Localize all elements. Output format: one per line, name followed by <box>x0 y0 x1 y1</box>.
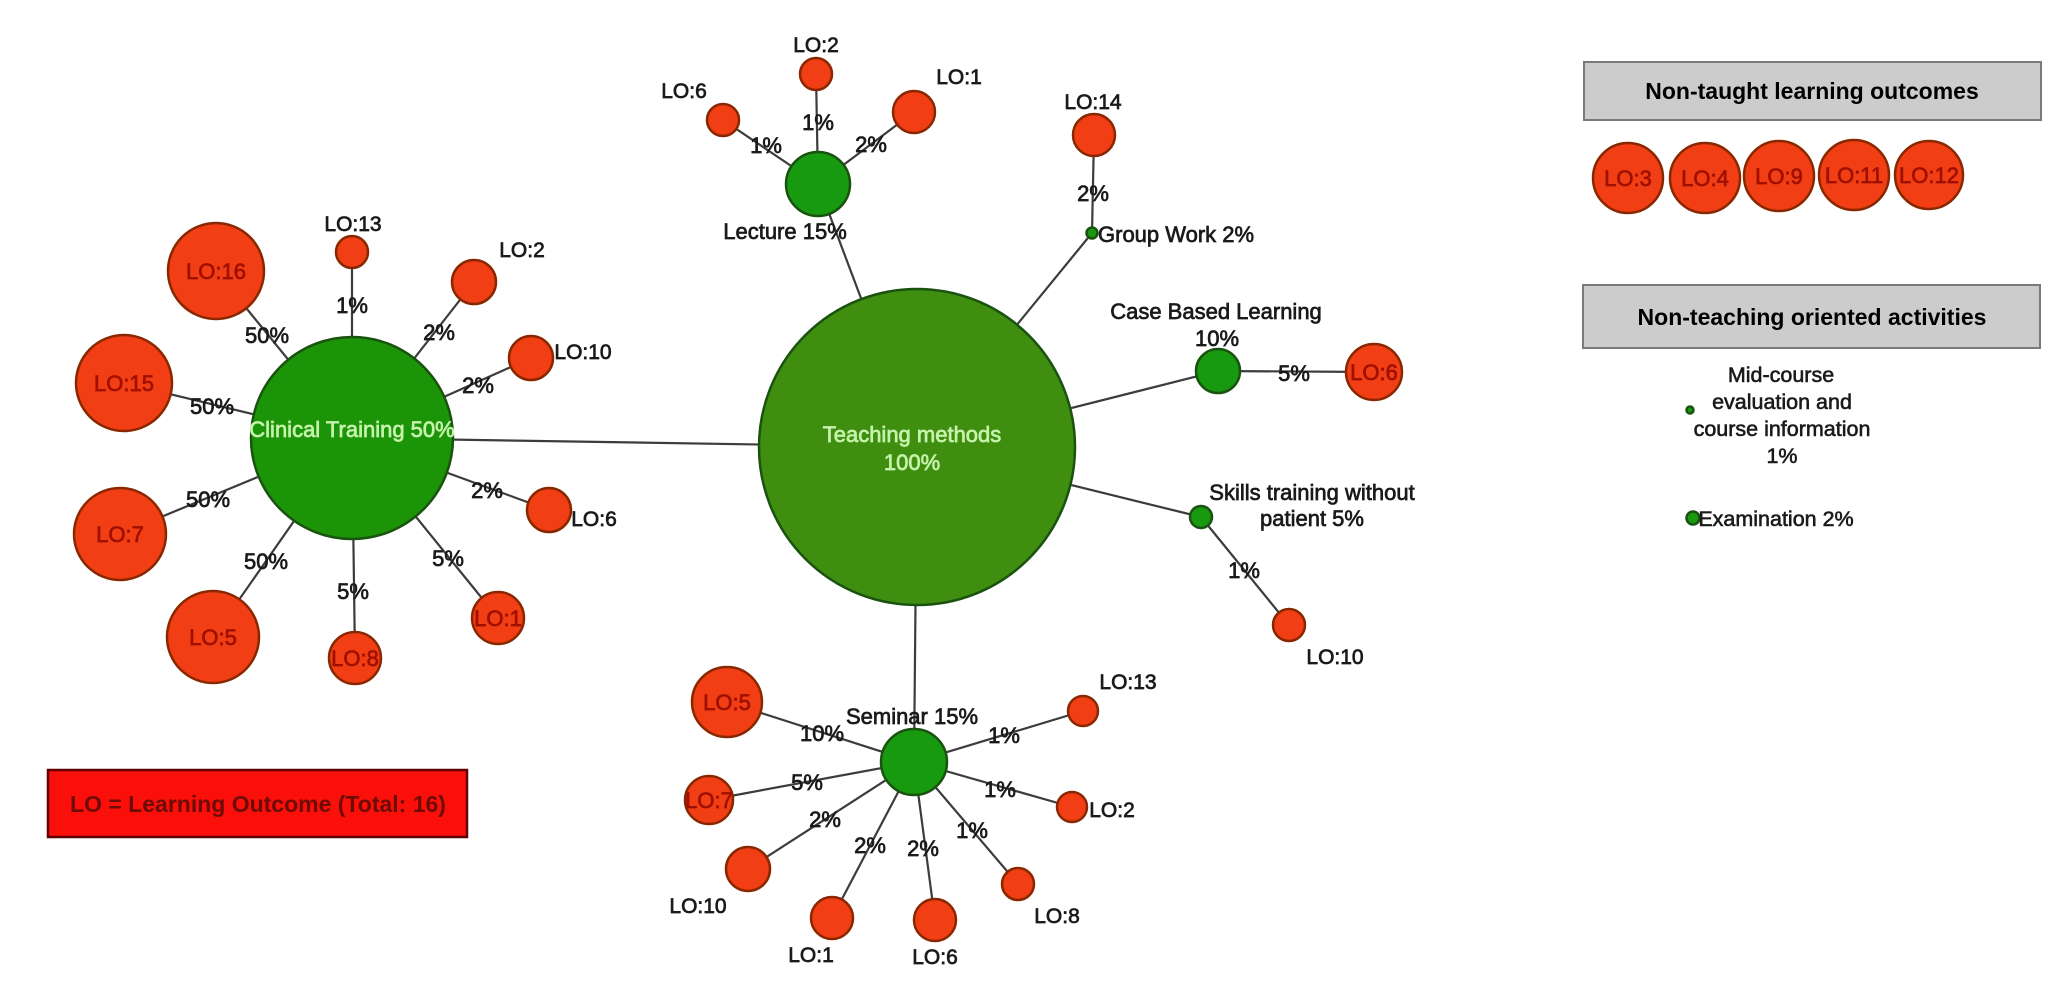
svg-text:LO:15: LO:15 <box>94 371 154 396</box>
svg-text:LO:2: LO:2 <box>499 239 545 262</box>
svg-text:2%: 2% <box>423 320 455 345</box>
svg-text:10%: 10% <box>800 721 844 746</box>
svg-text:5%: 5% <box>337 579 369 604</box>
svg-text:LO:13: LO:13 <box>1099 671 1156 694</box>
svg-text:5%: 5% <box>791 770 823 795</box>
svg-text:10%: 10% <box>1195 326 1239 351</box>
svg-text:LO:10: LO:10 <box>1306 646 1363 669</box>
svg-text:LO:10: LO:10 <box>554 341 611 364</box>
svg-text:Non-taught learning outcomes: Non-taught learning outcomes <box>1645 78 1979 104</box>
svg-text:LO:14: LO:14 <box>1064 91 1122 114</box>
svg-text:Clinical Training 50%: Clinical Training 50% <box>249 417 454 442</box>
svg-text:LO:11: LO:11 <box>1825 163 1883 188</box>
svg-text:LO:1: LO:1 <box>474 606 522 631</box>
svg-text:Seminar 15%: Seminar 15% <box>846 704 978 729</box>
svg-text:2%: 2% <box>809 807 841 832</box>
svg-text:1%: 1% <box>1228 558 1260 583</box>
svg-text:5%: 5% <box>1278 361 1310 386</box>
svg-text:Non-teaching oriented activiti: Non-teaching oriented activities <box>1638 304 1987 330</box>
svg-text:Mid-course: Mid-course <box>1728 363 1834 387</box>
svg-text:1%: 1% <box>802 110 834 135</box>
svg-text:LO:8: LO:8 <box>1034 905 1080 928</box>
svg-text:LO:9: LO:9 <box>1755 164 1803 189</box>
svg-text:Group Work 2%: Group Work 2% <box>1098 222 1254 247</box>
svg-text:Case Based Learning: Case Based Learning <box>1110 299 1322 324</box>
svg-text:1%: 1% <box>750 133 782 158</box>
svg-text:100%: 100% <box>884 450 940 475</box>
svg-text:2%: 2% <box>1077 181 1109 206</box>
svg-text:1%: 1% <box>988 723 1020 748</box>
svg-text:2%: 2% <box>471 478 503 503</box>
svg-text:LO:7: LO:7 <box>96 522 144 547</box>
svg-text:1%: 1% <box>336 293 368 318</box>
svg-text:LO:3: LO:3 <box>1604 166 1652 191</box>
svg-text:LO:2: LO:2 <box>1089 799 1135 822</box>
svg-text:1%: 1% <box>956 818 988 843</box>
svg-text:50%: 50% <box>245 323 289 348</box>
svg-text:LO:2: LO:2 <box>793 34 839 57</box>
svg-text:course information: course information <box>1694 417 1871 441</box>
svg-text:Skills training without: Skills training without <box>1209 480 1414 505</box>
svg-text:1%: 1% <box>1766 444 1797 468</box>
svg-text:LO:13: LO:13 <box>324 213 381 236</box>
svg-text:evaluation and: evaluation and <box>1712 390 1852 414</box>
svg-text:LO:10: LO:10 <box>669 895 726 918</box>
svg-text:2%: 2% <box>907 836 939 861</box>
svg-text:LO:1: LO:1 <box>788 944 834 967</box>
svg-text:LO:16: LO:16 <box>186 259 246 284</box>
svg-text:50%: 50% <box>186 487 230 512</box>
svg-text:LO:8: LO:8 <box>331 646 379 671</box>
svg-text:LO:12: LO:12 <box>1899 163 1959 188</box>
svg-text:Lecture 15%: Lecture 15% <box>723 219 847 244</box>
svg-text:2%: 2% <box>462 373 494 398</box>
svg-text:2%: 2% <box>855 132 887 157</box>
svg-text:50%: 50% <box>190 394 234 419</box>
svg-text:LO = Learning Outcome (Total:: LO = Learning Outcome (Total: 16) <box>70 791 446 817</box>
svg-text:LO:6: LO:6 <box>571 508 617 531</box>
svg-text:LO:5: LO:5 <box>189 625 237 650</box>
svg-text:LO:6: LO:6 <box>912 946 958 969</box>
svg-text:LO:6: LO:6 <box>661 80 707 103</box>
svg-text:LO:6: LO:6 <box>1350 360 1398 385</box>
svg-text:1%: 1% <box>984 777 1016 802</box>
svg-text:patient 5%: patient 5% <box>1260 506 1364 531</box>
svg-text:5%: 5% <box>432 546 464 571</box>
svg-text:LO:1: LO:1 <box>936 66 982 89</box>
svg-text:LO:4: LO:4 <box>1681 166 1729 191</box>
svg-text:Examination 2%: Examination 2% <box>1698 507 1853 531</box>
svg-text:50%: 50% <box>244 549 288 574</box>
svg-text:Teaching methods: Teaching methods <box>823 422 1002 447</box>
svg-text:LO:5: LO:5 <box>703 690 751 715</box>
svg-text:2%: 2% <box>854 833 886 858</box>
svg-text:LO:7: LO:7 <box>685 788 733 813</box>
